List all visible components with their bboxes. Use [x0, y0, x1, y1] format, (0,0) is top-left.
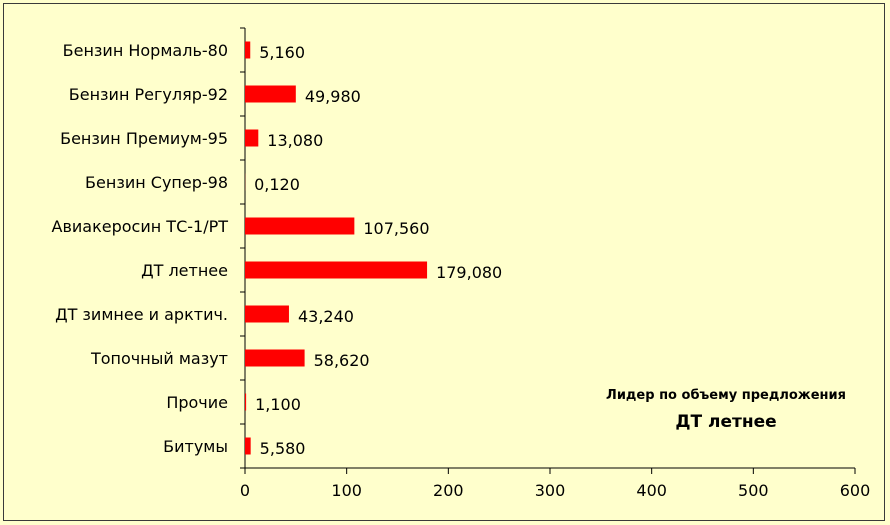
x-tick-label: 0	[240, 481, 250, 500]
bar	[245, 85, 296, 103]
x-tick-label: 400	[636, 481, 667, 500]
category-label: Бензин Премиум-95	[60, 129, 228, 148]
bar	[245, 393, 247, 411]
bar	[245, 305, 289, 323]
category-label: ДТ летнее	[141, 261, 228, 280]
bar	[245, 129, 259, 147]
category-labels: Бензин Нормаль-80 Бензин Регуляр-92 Бензин…	[52, 41, 229, 456]
value-labels: 5,160 49,980 13,080 0,120 107,560 179,080 43,2…	[254, 43, 502, 458]
x-tick-label: 200	[433, 481, 464, 500]
category-label: Прочие	[166, 393, 228, 412]
category-label: Битумы	[163, 437, 228, 456]
bar	[245, 437, 251, 455]
category-label: Бензин Супер-98	[85, 173, 228, 192]
value-label: 5,580	[260, 439, 306, 458]
value-label: 0,120	[254, 175, 300, 194]
x-tick-label: 100	[331, 481, 362, 500]
x-tick-label: 500	[738, 481, 769, 500]
value-label: 1,100	[255, 395, 301, 414]
bar	[245, 349, 305, 367]
bar	[245, 261, 428, 279]
annotation-line1: Лидер по объему предложения	[606, 388, 846, 403]
category-label: Авиакеросин ТС-1/РТ	[52, 217, 229, 236]
x-tick-label: 300	[535, 481, 566, 500]
value-label: 179,080	[436, 263, 502, 282]
bar	[245, 41, 251, 59]
annotation-line2: ДТ летнее	[675, 412, 776, 432]
x-tick-label: 600	[840, 481, 871, 500]
value-label: 5,160	[259, 43, 305, 62]
value-label: 58,620	[314, 351, 370, 370]
bars	[245, 41, 428, 455]
category-label: Бензин Нормаль-80	[63, 41, 228, 60]
bar	[245, 217, 355, 235]
value-label: 13,080	[267, 131, 323, 150]
value-label: 49,980	[305, 87, 361, 106]
x-tick-labels: 0 100 200 300 400 500 600	[240, 481, 870, 500]
bar-chart: Бензин Нормаль-80 Бензин Регуляр-92 Бензин…	[52, 27, 870, 500]
category-label: ДТ зимнее и арктич.	[55, 305, 228, 324]
value-label: 43,240	[298, 307, 354, 326]
category-label: Топочный мазут	[90, 349, 228, 368]
chart-frame: Бензин Нормаль-80 Бензин Регуляр-92 Бензин…	[3, 3, 885, 521]
value-label: 107,560	[363, 219, 429, 238]
category-label: Бензин Регуляр-92	[69, 85, 228, 104]
